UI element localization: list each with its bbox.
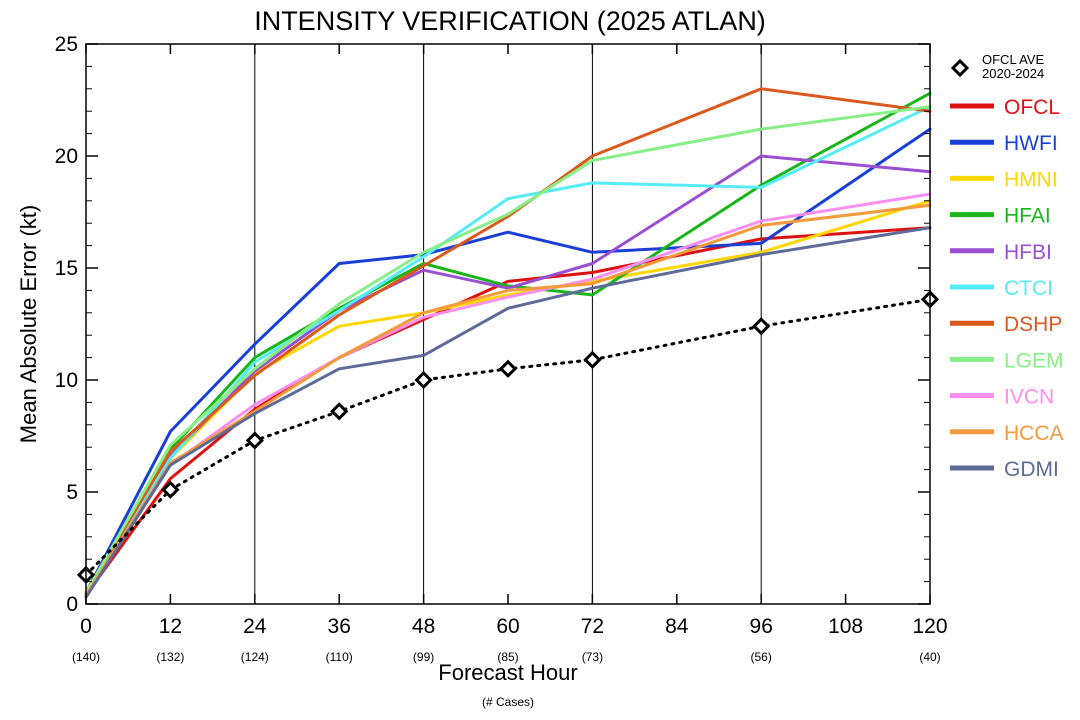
y-tick-label: 25 bbox=[55, 33, 78, 56]
legend-label-ivcn: IVCN bbox=[1004, 386, 1054, 409]
x-tick-label: 36 bbox=[328, 615, 351, 638]
reference-marker-24 bbox=[245, 431, 264, 450]
y-tick-label: 5 bbox=[66, 481, 78, 504]
plot-gridlines bbox=[254, 44, 762, 604]
legend-label-ofcl: OFCL bbox=[1004, 96, 1060, 119]
series-line-hmni bbox=[84, 199, 932, 595]
legend-label-dshp: DSHP bbox=[1004, 313, 1062, 336]
x-tick-label: 24 bbox=[243, 615, 267, 638]
x-tick-label: 60 bbox=[496, 615, 519, 638]
x-axis-sublabel: (# Cases) bbox=[482, 695, 534, 709]
y-tick-label: 10 bbox=[55, 369, 78, 392]
case-count-label: (124) bbox=[241, 650, 269, 664]
case-count-label: (99) bbox=[413, 650, 434, 664]
x-tick-label: 12 bbox=[159, 615, 182, 638]
x-axis-label: Forecast Hour bbox=[438, 660, 577, 685]
case-count-label: (140) bbox=[72, 650, 100, 664]
reference-marker-12 bbox=[161, 480, 180, 499]
legend-label-hcca: HCCA bbox=[1004, 422, 1064, 445]
legend-label-ctci: CTCI bbox=[1004, 277, 1053, 300]
y-tick-label: 15 bbox=[55, 257, 78, 280]
case-count-label: (40) bbox=[919, 650, 940, 664]
x-tick-label: 48 bbox=[412, 615, 435, 638]
case-count-label: (73) bbox=[582, 650, 603, 664]
legend-label-hfbi: HFBI bbox=[1004, 241, 1052, 264]
x-tick-label: 72 bbox=[581, 615, 604, 638]
x-tick-label: 108 bbox=[828, 615, 863, 638]
case-count-label: (110) bbox=[326, 650, 353, 664]
reference-marker-48 bbox=[414, 370, 433, 390]
chart-title: INTENSITY VERIFICATION (2025 ATLAN) bbox=[254, 6, 766, 36]
case-count-label: (132) bbox=[156, 650, 184, 664]
x-tick-label: 84 bbox=[665, 615, 689, 638]
series-line-gdmi bbox=[84, 226, 932, 599]
series-line-ctci bbox=[84, 105, 932, 595]
reference-marker-96 bbox=[752, 317, 771, 336]
series-line-dshp bbox=[84, 87, 932, 595]
legend-label-hfai: HFAI bbox=[1004, 205, 1051, 228]
series-line-ofcl bbox=[84, 226, 932, 597]
reference-line-ofcl-ave bbox=[84, 297, 932, 577]
legend-label-lgem: LGEM bbox=[1004, 349, 1064, 372]
legend-label-ofcl-ave: OFCL AVE bbox=[982, 52, 1044, 67]
case-count-label: (85) bbox=[497, 650, 518, 664]
series-line-lgem bbox=[84, 105, 932, 595]
legend-label-ofcl-ave-years: 2020-2024 bbox=[982, 66, 1044, 81]
legend-label-hwfi: HWFI bbox=[1004, 132, 1058, 155]
case-count-label: (56) bbox=[751, 650, 772, 664]
axis-ticks: 0 12 24 36 48 60 72 84 96 108 120 (140) (132) (124) (1… bbox=[55, 33, 948, 664]
x-tick-label: 96 bbox=[750, 615, 773, 638]
plot-reference-group bbox=[76, 290, 940, 585]
reference-marker-60 bbox=[498, 359, 518, 378]
y-tick-label: 0 bbox=[66, 593, 78, 616]
y-axis-label: Mean Absolute Error (kt) bbox=[16, 205, 41, 443]
plot-frame bbox=[85, 43, 931, 605]
plot-series-group bbox=[84, 87, 932, 599]
series-line-hcca bbox=[84, 203, 932, 597]
reference-marker-36 bbox=[330, 402, 349, 421]
legend-label-hmni: HMNI bbox=[1004, 168, 1058, 191]
reference-marker-72 bbox=[583, 350, 602, 369]
series-line-ivcn bbox=[84, 192, 932, 597]
y-tick-label: 20 bbox=[55, 145, 78, 168]
legend-label-gdmi: GDMI bbox=[1004, 458, 1059, 481]
legend-marker-ofcl-ave bbox=[950, 58, 970, 78]
x-tick-label: 120 bbox=[912, 615, 947, 638]
x-tick-label: 0 bbox=[80, 615, 92, 638]
